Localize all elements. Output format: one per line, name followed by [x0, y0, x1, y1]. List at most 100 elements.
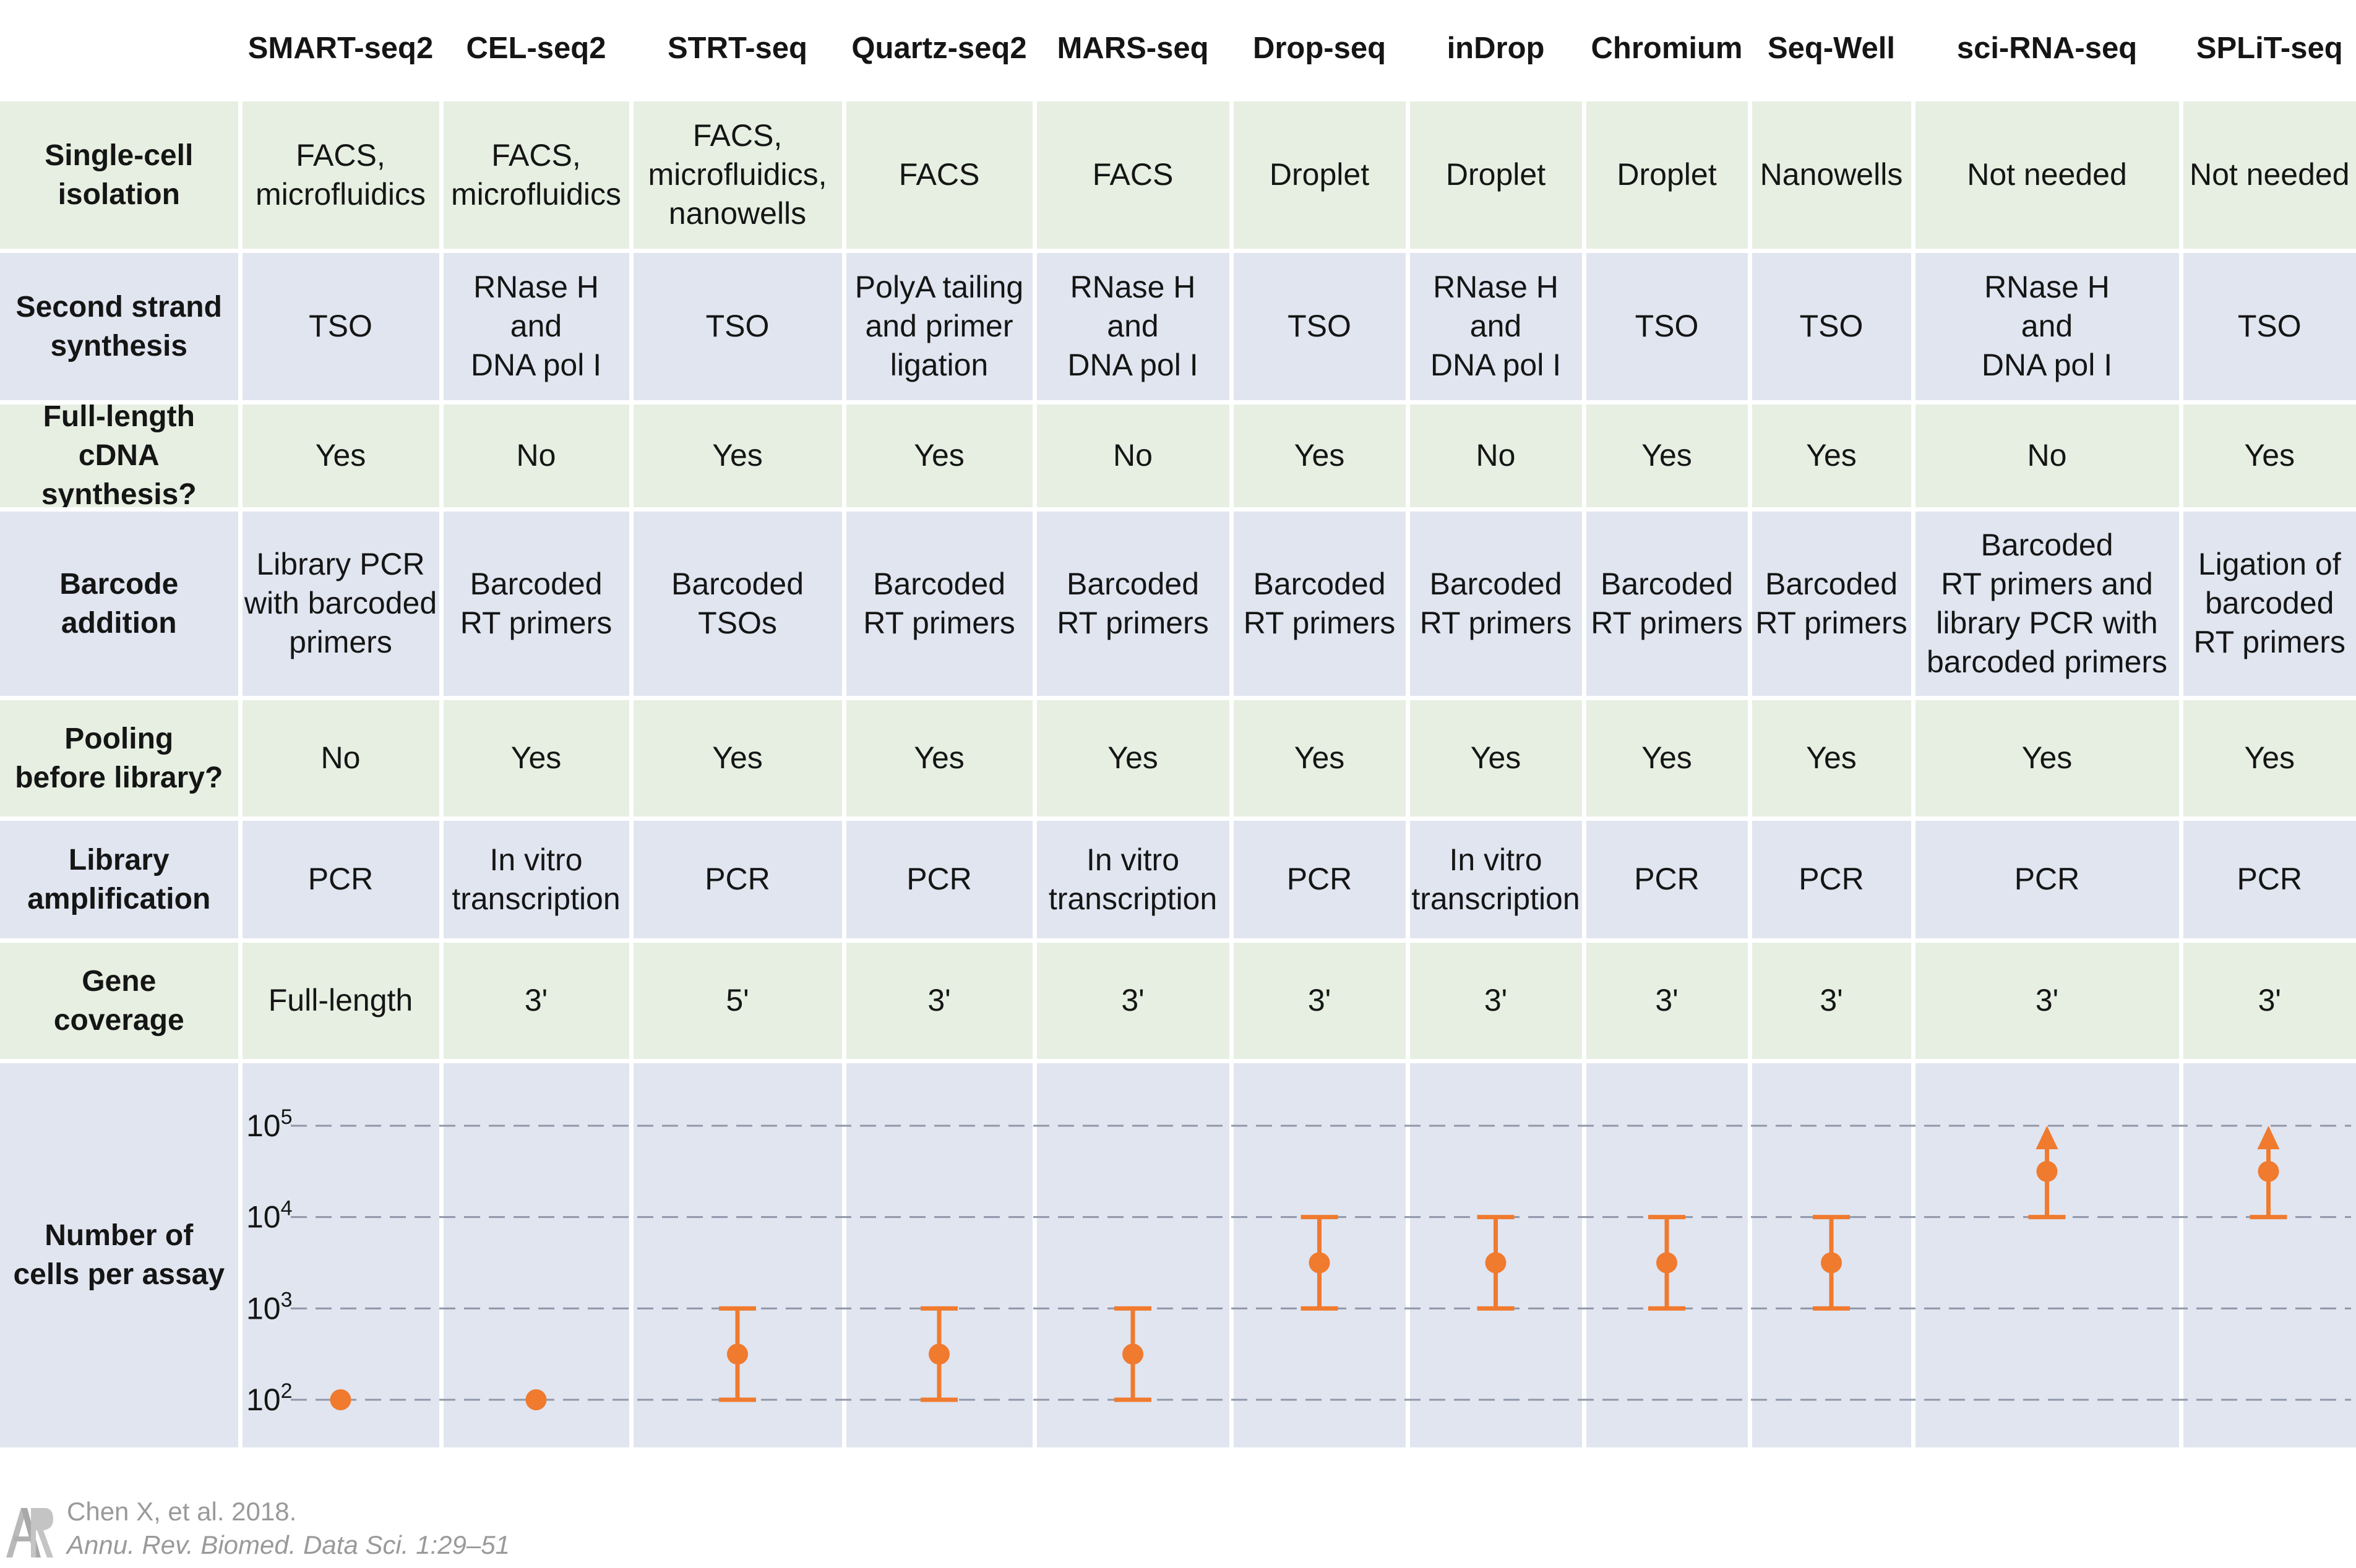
- table-cell: RNase H and DNA pol I: [443, 252, 629, 400]
- table-cell: Yes: [2183, 404, 2356, 507]
- table-cell: Droplet: [1233, 101, 1406, 249]
- row-label: Full-length cDNA synthesis?: [0, 404, 238, 507]
- table-cell: Yes: [1233, 700, 1406, 816]
- table-cell: Droplet: [1409, 101, 1582, 249]
- column-header-cel-seq2: CEL-seq2: [466, 31, 606, 65]
- table-cell: RNase H and DNA pol I: [1036, 252, 1229, 400]
- table-cell: Not needed: [1915, 101, 2179, 249]
- table-cell: Nanowells: [1752, 101, 1911, 249]
- table-cell: Yes: [443, 700, 629, 816]
- table-cell: Barcoded RT primers: [846, 511, 1033, 696]
- table-cell: TSO: [1586, 252, 1748, 400]
- table-cell: Barcoded RT primers: [1409, 511, 1582, 696]
- table-cell: PolyA tailing and primer ligation: [846, 252, 1033, 400]
- table-cell: RNase H and DNA pol I: [1409, 252, 1582, 400]
- chart-row-label: Number of cells per assay: [0, 1063, 238, 1447]
- table-cell: PCR: [1586, 820, 1748, 938]
- table-cell: PCR: [1752, 820, 1911, 938]
- table-cell: PCR: [846, 820, 1033, 938]
- table-cell: Yes: [846, 700, 1033, 816]
- open-upper-arrow: [2257, 1126, 2280, 1149]
- table-cell: 3': [1752, 942, 1911, 1059]
- table-cell: Yes: [846, 404, 1033, 507]
- table-cell: Yes: [1233, 404, 1406, 507]
- y-tick-label: 104: [246, 1197, 293, 1235]
- column-header-sci-rna-seq: sci-RNA-seq: [1956, 31, 2138, 65]
- table-cell: Yes: [1752, 404, 1911, 507]
- row-label: Gene coverage: [0, 942, 238, 1059]
- table-cell: PCR: [633, 820, 842, 938]
- column-header-drop-seq: Drop-seq: [1252, 31, 1387, 65]
- column-header-split-seq: SPLiT-seq: [2196, 31, 2343, 65]
- column-header-chromium: Chromium: [1591, 31, 1743, 65]
- data-point-seq-well: [1821, 1252, 1842, 1274]
- table-cell: Library PCR with barcoded primers: [242, 511, 439, 696]
- table-cell: Yes: [633, 404, 842, 507]
- table-cell: In vitro transcription: [1036, 820, 1229, 938]
- table-cell: Yes: [1409, 700, 1582, 816]
- table-cell: Barcoded RT primers: [443, 511, 629, 696]
- open-upper-arrow: [2036, 1126, 2058, 1149]
- table-cell: 3': [1036, 942, 1229, 1059]
- table-cell: No: [242, 700, 439, 816]
- table-cell: No: [443, 404, 629, 507]
- column-header-mars-seq: MARS-seq: [1057, 31, 1209, 65]
- table-cell: TSO: [2183, 252, 2356, 400]
- table-cell: TSO: [1233, 252, 1406, 400]
- data-point-drop-seq: [1309, 1252, 1330, 1274]
- table-cell: PCR: [1233, 820, 1406, 938]
- table-cell: RNase H and DNA pol I: [1915, 252, 2179, 400]
- table-cell: FACS: [1036, 101, 1229, 249]
- row-label: Barcode addition: [0, 511, 238, 696]
- data-point-quartz-seq2: [929, 1343, 950, 1365]
- table-cell: PCR: [2183, 820, 2356, 938]
- column-header-seq-well: Seq-Well: [1767, 31, 1896, 65]
- table-cell: Yes: [1752, 700, 1911, 816]
- row-label: Library amplification: [0, 820, 238, 938]
- comparison-table: SMART-seq2 CEL-seq2 STRT-seq Quartz-seq2 MAR…: [0, 31, 2356, 1447]
- table-cell: FACS, microfluidics: [242, 101, 439, 249]
- row-label: Second strand synthesis: [0, 252, 238, 400]
- table-cell: Yes: [242, 404, 439, 507]
- column-header-quartz-seq2: Quartz-seq2: [851, 31, 1027, 65]
- y-tick-label: 103: [246, 1288, 293, 1326]
- table-cell: 3': [1409, 942, 1582, 1059]
- cells-per-assay-plot: 102 103 104 105: [246, 1105, 2351, 1417]
- table-cell: PCR: [242, 820, 439, 938]
- table-cell: Full-length: [242, 942, 439, 1059]
- table-cell: FACS, microfluidics, nanowells: [633, 101, 842, 249]
- chart-cell: [2183, 1063, 2356, 1447]
- table-cell: Barcoded RT primers and library PCR with…: [1915, 511, 2179, 696]
- data-point-cel-seq2: [525, 1389, 547, 1410]
- table-cell: Barcoded RT primers: [1586, 511, 1748, 696]
- row-label: Single-cell isolation: [0, 101, 238, 249]
- table-cell: PCR: [1915, 820, 2179, 938]
- table-cell: TSO: [242, 252, 439, 400]
- table-cell: Ligation of barcoded RT primers: [2183, 511, 2356, 696]
- table-cell: FACS: [846, 101, 1033, 249]
- column-header-smart-seq2: SMART-seq2: [247, 31, 434, 65]
- data-point-mars-seq: [1122, 1343, 1143, 1365]
- table-cell: Barcoded RT primers: [1233, 511, 1406, 696]
- table-cell: No: [1036, 404, 1229, 507]
- table-cell: TSO: [1752, 252, 1911, 400]
- table-cell: 3': [1586, 942, 1748, 1059]
- data-point-smart-seq2: [330, 1389, 351, 1410]
- table-cell: Droplet: [1586, 101, 1748, 249]
- table-cell: In vitro transcription: [1409, 820, 1582, 938]
- table-cell: Yes: [1915, 700, 2179, 816]
- table-cell: Not needed: [2183, 101, 2356, 249]
- table-cell: In vitro transcription: [443, 820, 629, 938]
- citation-authors: Chen X, et al. 2018.: [67, 1497, 297, 1526]
- table-cell: Yes: [1586, 700, 1748, 816]
- table-cell: No: [1409, 404, 1582, 507]
- data-point-indrop: [1485, 1252, 1507, 1274]
- row-label: Pooling before library?: [0, 700, 238, 816]
- data-point-split-seq: [2258, 1160, 2279, 1182]
- table-cell: 3': [2183, 942, 2356, 1059]
- table-cell: No: [1915, 404, 2179, 507]
- table-cell: Barcoded TSOs: [633, 511, 842, 696]
- data-point-strt-seq: [727, 1343, 748, 1365]
- column-header-strt-seq: STRT-seq: [668, 31, 807, 65]
- table-cell: Yes: [2183, 700, 2356, 816]
